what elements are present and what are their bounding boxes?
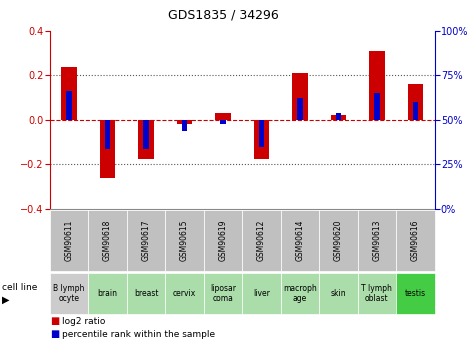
Bar [127,273,165,314]
Bar [412,102,418,120]
Bar [127,210,165,271]
Bar [100,120,115,178]
Bar [204,273,242,314]
Bar [358,273,396,314]
Bar [292,73,308,120]
Bar [215,113,231,120]
Text: GSM90618: GSM90618 [103,220,112,261]
Text: GSM90617: GSM90617 [142,220,151,262]
Text: skin: skin [331,289,346,298]
Bar [88,273,127,314]
Text: liposar
coma: liposar coma [210,284,236,303]
Bar [331,116,346,120]
Text: ■: ■ [50,316,59,326]
Text: GSM90611: GSM90611 [65,220,74,261]
Bar [335,113,342,120]
Text: liver: liver [253,289,270,298]
Text: B lymph
ocyte: B lymph ocyte [53,284,85,303]
Text: testis: testis [405,289,426,298]
Text: GDS1835 / 34296: GDS1835 / 34296 [168,9,279,22]
Bar [66,91,72,120]
Bar [319,210,358,271]
Bar [104,120,111,149]
Text: GSM90614: GSM90614 [295,220,304,262]
Bar [374,93,380,120]
Text: GSM90616: GSM90616 [411,220,420,262]
Text: cervix: cervix [173,289,196,298]
Bar [408,84,423,120]
Text: macroph
age: macroph age [283,284,317,303]
Bar [177,120,192,124]
Bar [281,273,319,314]
Text: GSM90615: GSM90615 [180,220,189,262]
Text: breast: breast [134,289,158,298]
Text: brain: brain [97,289,118,298]
Text: T lymph
oblast: T lymph oblast [361,284,392,303]
Bar [242,273,281,314]
Bar [88,210,127,271]
Text: GSM90619: GSM90619 [218,220,228,262]
Bar [396,273,435,314]
Text: ■: ■ [50,329,59,339]
Bar [254,120,269,159]
Bar [369,51,385,120]
Text: ▶: ▶ [2,295,10,304]
Bar [297,98,303,120]
Bar [220,120,226,124]
Bar [358,210,396,271]
Bar [204,210,242,271]
Text: GSM90613: GSM90613 [372,220,381,262]
Bar [396,210,435,271]
Bar [181,120,188,131]
Bar [281,210,319,271]
Text: cell line: cell line [2,283,38,292]
Text: GSM90612: GSM90612 [257,220,266,261]
Bar [50,273,88,314]
Text: log2 ratio: log2 ratio [62,317,105,326]
Bar [165,210,204,271]
Bar [50,210,88,271]
Bar [138,120,154,159]
Bar [319,273,358,314]
Bar [242,210,281,271]
Text: GSM90620: GSM90620 [334,220,343,262]
Text: percentile rank within the sample: percentile rank within the sample [62,330,215,339]
Bar [143,120,149,149]
Bar [258,120,265,147]
Bar [61,67,77,120]
Bar [165,273,204,314]
